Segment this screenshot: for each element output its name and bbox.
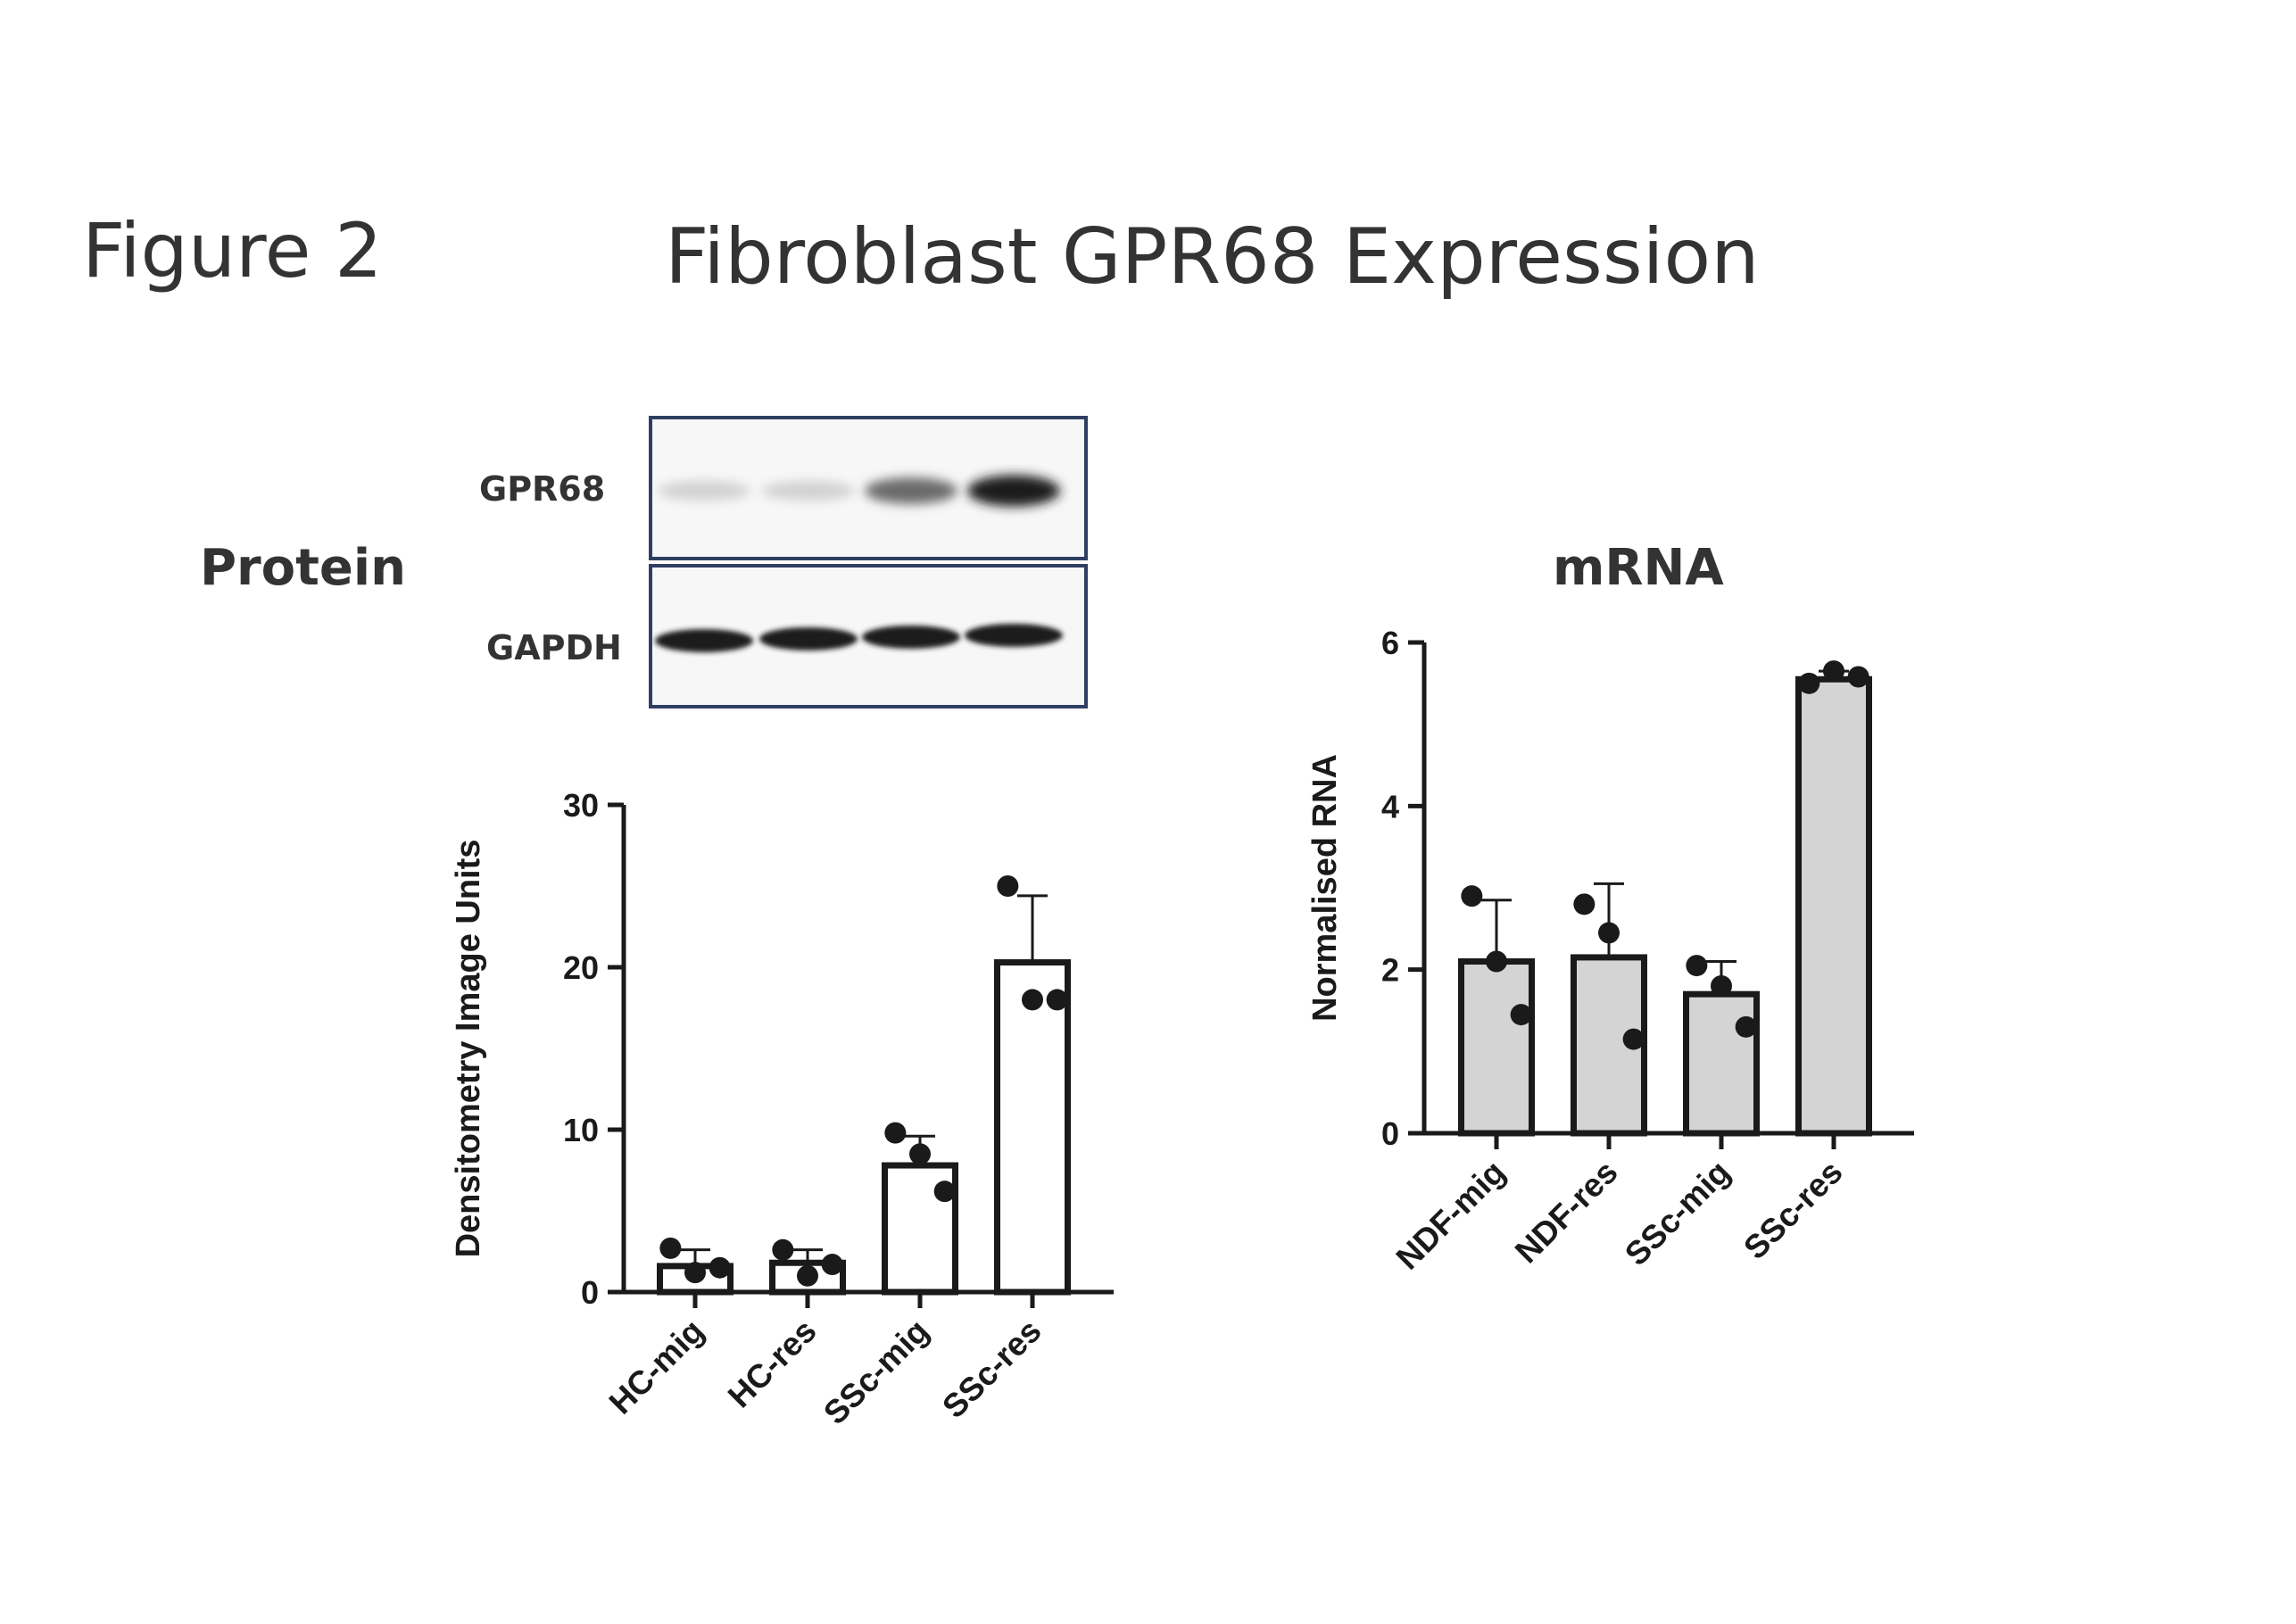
- gapdh-blot-image: [655, 624, 1063, 652]
- y-tick-label: 6: [1381, 625, 1399, 661]
- protein-section-label: Protein: [200, 539, 406, 597]
- data-point: [1735, 1015, 1757, 1038]
- data-point: [1486, 950, 1507, 973]
- x-tick-label: SSc-mig: [1618, 1154, 1737, 1273]
- data-point: [821, 1254, 843, 1276]
- data-point: [1798, 672, 1820, 694]
- data-point: [1046, 989, 1068, 1011]
- data-point: [659, 1237, 682, 1259]
- figure-title: Fibroblast GPR68 Expression: [665, 212, 1760, 302]
- y-tick-label: 10: [563, 1112, 599, 1148]
- gapdh-band: [655, 629, 753, 652]
- data-point: [772, 1239, 794, 1261]
- y-tick-label: 20: [563, 949, 599, 986]
- y-tick-label: 0: [1381, 1115, 1399, 1152]
- gapdh-band-label: GAPDH: [486, 628, 622, 667]
- data-point: [1823, 660, 1844, 683]
- data-point: [1573, 893, 1596, 916]
- bar-ssc-res: [994, 959, 1071, 1296]
- y-tick-label: 0: [581, 1274, 599, 1311]
- protein-densitometry-chart: Densitometry Image Units 0 10 20 30 HC-mig HC-…: [450, 787, 1114, 1432]
- x-tick-label: HC-mig: [602, 1313, 711, 1421]
- bar-ssc-res: [1795, 675, 1872, 1137]
- gpr68-band-label: GPR68: [479, 469, 606, 509]
- x-tick-label: HC-res: [721, 1313, 824, 1415]
- data-point: [1686, 955, 1708, 977]
- gpr68-blot-panel: [649, 416, 1088, 560]
- gapdh-blot-panel: [649, 564, 1088, 708]
- data-point: [1847, 666, 1869, 688]
- x-tick-label: SSc-res: [1737, 1154, 1849, 1266]
- data-point: [1622, 1028, 1645, 1050]
- bar-ssc-mig: [882, 1162, 958, 1296]
- gapdh-band: [965, 624, 1063, 647]
- y-tick-label: 2: [1381, 952, 1399, 989]
- gpr68-band: [967, 475, 1060, 507]
- gpr68-blot-image: [658, 475, 1060, 507]
- data-point: [684, 1262, 706, 1284]
- data-point: [1598, 922, 1620, 944]
- bar-ssc-mig: [1683, 990, 1760, 1137]
- x-tick-label: SSc-mig: [816, 1313, 936, 1432]
- data-point: [709, 1256, 731, 1279]
- y-axis-label: Normalised RNA: [1306, 754, 1344, 1022]
- data-point: [797, 1264, 818, 1287]
- data-point: [884, 1122, 907, 1144]
- figure-label: Figure 2: [82, 207, 383, 294]
- gapdh-band: [759, 627, 858, 650]
- data-point: [909, 1143, 931, 1165]
- y-tick-label: 30: [563, 787, 599, 824]
- gpr68-band: [762, 481, 855, 501]
- data-point: [1461, 885, 1483, 907]
- data-point: [1510, 1004, 1532, 1026]
- data-point: [1711, 975, 1732, 997]
- gapdh-band: [862, 626, 960, 649]
- data-point: [933, 1181, 956, 1203]
- bar-ndf-mig: [1458, 958, 1535, 1137]
- data-point: [997, 875, 1019, 897]
- gpr68-band: [658, 481, 750, 501]
- data-point: [1022, 989, 1043, 1011]
- mrna-section-label: mRNA: [1553, 539, 1724, 597]
- x-tick-label: SSc-res: [935, 1313, 1048, 1425]
- y-tick-label: 4: [1381, 788, 1399, 824]
- gpr68-band: [865, 477, 957, 504]
- y-axis-label: Densitometry Image Units: [450, 840, 487, 1258]
- x-tick-label: NDF-res: [1508, 1154, 1625, 1271]
- x-tick-label: NDF-mig: [1389, 1154, 1513, 1277]
